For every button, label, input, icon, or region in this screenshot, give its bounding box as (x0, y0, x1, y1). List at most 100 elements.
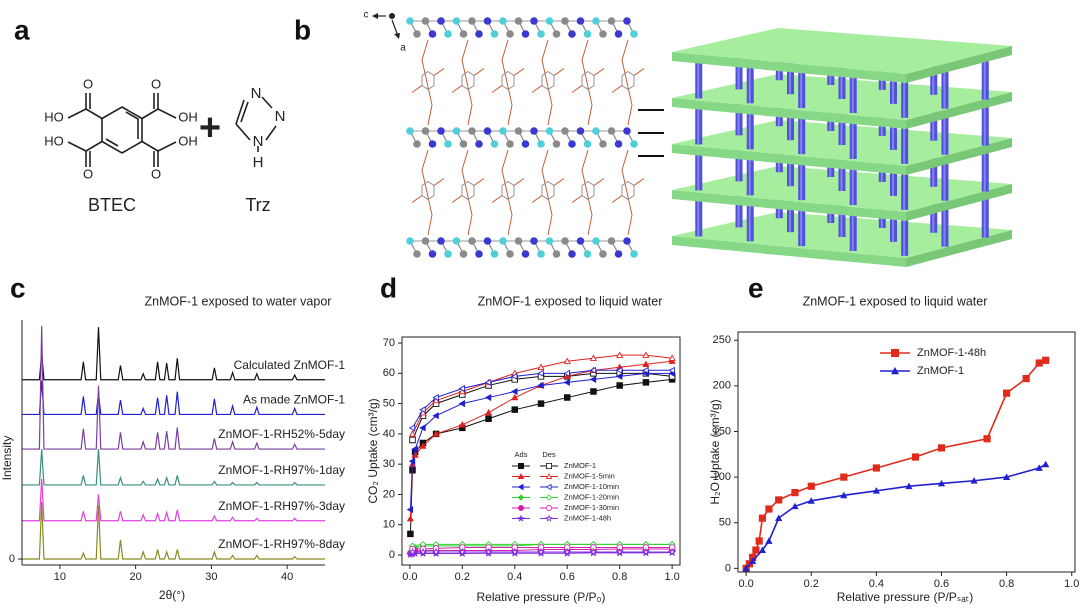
x-tick-label: 30 (205, 571, 217, 583)
linker (501, 39, 513, 126)
legend-marker (545, 494, 553, 501)
atom (521, 140, 530, 148)
data-point (431, 547, 441, 556)
y-axis-label: CO₂ Uptake (cm³/g) (366, 398, 380, 503)
data-point (563, 547, 572, 556)
y-tick-label: 60 (383, 367, 395, 379)
legend-marker (518, 463, 524, 469)
atom (506, 250, 514, 258)
data-point (511, 387, 518, 396)
data-line (745, 463, 1047, 569)
data-point (458, 421, 466, 428)
atom (428, 30, 437, 38)
slab-side (906, 92, 1012, 129)
pillar-shade (891, 64, 894, 104)
data-point (840, 491, 848, 499)
atom (537, 140, 545, 148)
data-point (484, 408, 493, 416)
legend-label: ZnMOF-1-20min (564, 492, 619, 501)
pillar-shade (840, 60, 843, 99)
atom (607, 237, 616, 245)
atom (499, 17, 507, 25)
data-point (536, 547, 546, 556)
x-tick-label: 0.8 (612, 571, 627, 583)
data-point (641, 547, 651, 556)
atom (499, 237, 507, 245)
data-line (412, 369, 673, 429)
atom (592, 127, 600, 135)
linker (581, 149, 593, 236)
data-point (511, 544, 519, 551)
data-point (752, 546, 760, 554)
atom (444, 140, 452, 148)
atom (437, 237, 445, 245)
data-point (484, 378, 492, 386)
pillar-shade (903, 124, 906, 164)
y-tick-label: 250 (713, 334, 731, 346)
atom (406, 17, 414, 25)
x-tick-label: 0.8 (999, 578, 1014, 590)
y-tick-label: 0 (9, 553, 15, 565)
pillar-shade (983, 152, 986, 192)
data-point (1042, 460, 1050, 468)
y-tick-label: 30 (383, 458, 395, 470)
panel-label: b (294, 14, 311, 45)
linker (611, 195, 623, 203)
pillar-shade (737, 50, 740, 90)
atom (521, 250, 530, 258)
y-tick-label: 50 (719, 517, 731, 529)
panel-label: d (380, 272, 397, 303)
atom (421, 237, 430, 245)
x-tick-label: 0.4 (507, 571, 522, 583)
atom-label: OH (178, 109, 198, 124)
atom (545, 237, 554, 245)
panel-label: e (748, 272, 764, 303)
atom (413, 250, 421, 258)
pillar-shade (800, 115, 803, 155)
y-tick-label: 40 (383, 428, 395, 440)
atom-label: O (83, 76, 93, 91)
y-tick-label: 0 (725, 562, 731, 574)
data-point (937, 444, 946, 452)
linker (571, 195, 583, 203)
data-point (510, 547, 519, 556)
atom (514, 17, 523, 25)
atom-label: H (253, 154, 264, 171)
data-point (409, 436, 416, 444)
x-tick-label: 10 (54, 571, 66, 583)
atom (475, 30, 483, 38)
pillar-shade (840, 198, 843, 237)
atom (607, 17, 616, 25)
atom (483, 127, 492, 135)
atom (437, 127, 445, 135)
data-point (765, 537, 773, 544)
pillar-shade (697, 105, 700, 145)
pillar-shade (748, 64, 751, 104)
data-point (1042, 356, 1050, 364)
atom (428, 140, 437, 148)
linker (633, 178, 645, 186)
pillar-shade (983, 106, 986, 146)
y-tick-label: 50 (383, 398, 395, 410)
atom (459, 30, 468, 38)
data-point (791, 502, 799, 510)
pillar-shade (748, 110, 751, 150)
atom (452, 127, 461, 135)
legend-label: ZnMOF-1-48h (917, 347, 986, 359)
legend-marker (545, 483, 552, 491)
data-point (511, 406, 519, 413)
atom (561, 237, 569, 245)
series-label: ZnMOF-1-RH52%-5day (218, 427, 345, 441)
legend-marker (891, 367, 899, 375)
atom (530, 127, 538, 135)
atom (406, 127, 414, 135)
atom (614, 140, 623, 148)
legend-label: ZnMOF-1 (917, 365, 964, 377)
series-label: As made ZnMOF-1 (243, 393, 345, 407)
legend-label: ZnMOF-1-10min (564, 482, 619, 491)
linker (451, 85, 463, 93)
slab-front (672, 52, 906, 83)
x-tick-label: 0.6 (934, 578, 949, 590)
data-point (563, 378, 570, 386)
pillar-shade (748, 202, 751, 242)
